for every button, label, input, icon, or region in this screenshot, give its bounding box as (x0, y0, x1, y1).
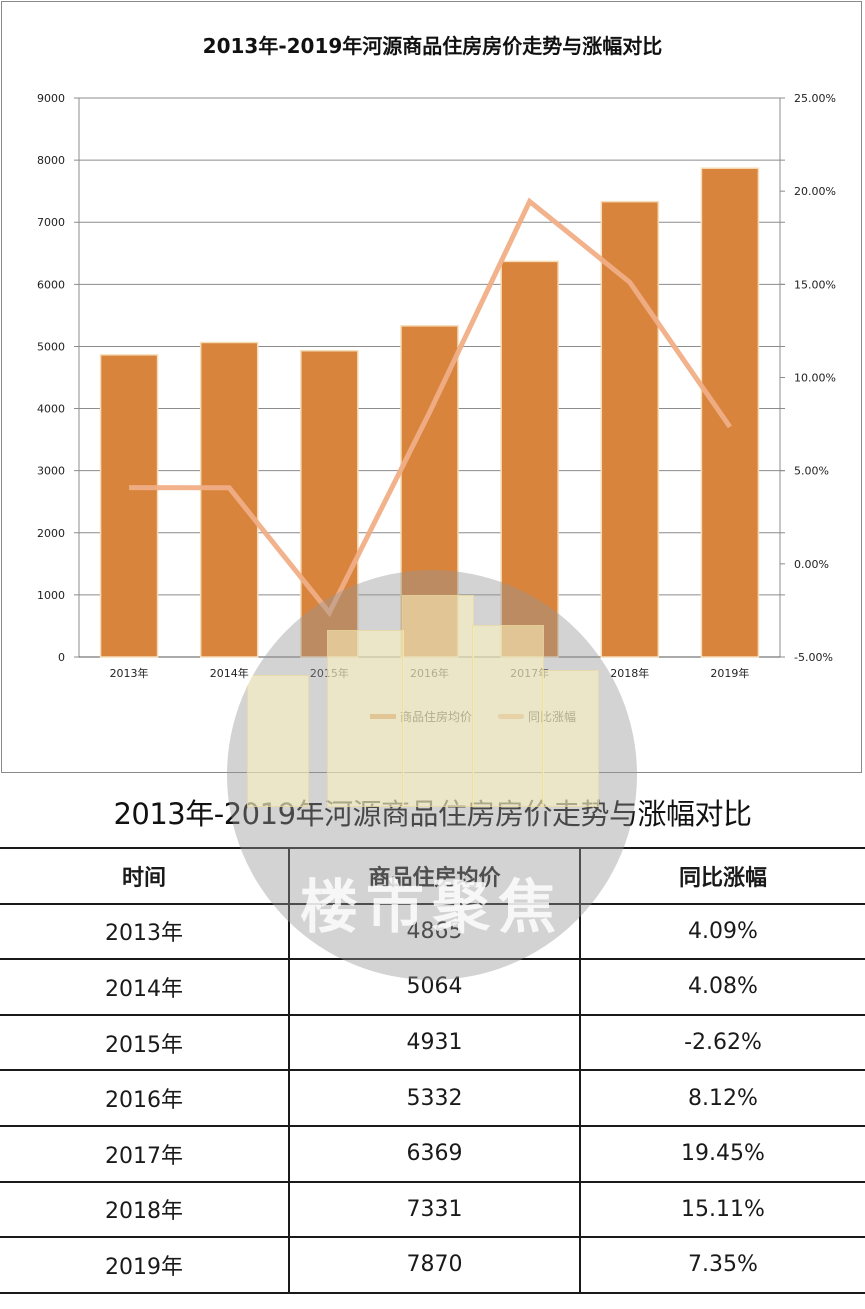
y-right-tick-label: 5.00% (794, 465, 829, 478)
bar (600, 200, 660, 658)
table-row: 2019年 7870 7.35% (0, 1236, 865, 1294)
cell-price: 4865 (288, 902, 581, 961)
chart-legend: 商品住房均价 同比涨幅 (370, 708, 576, 725)
x-tick-label: 2019年 (710, 666, 749, 680)
y-left-tick-label: 4000 (37, 403, 65, 416)
cell-price: 5064 (288, 958, 581, 1016)
x-tick-label: 2015年 (310, 666, 349, 680)
combo-chart: 0 1000 2000 3000 4000 5000 6000 7000 8000 9000 -5.… (37, 92, 836, 680)
table-row: 2016年 5332 8.12% (0, 1069, 865, 1127)
table-header-row: 时间 商品住房均价 同比涨幅 (0, 847, 865, 905)
header-growth: 同比涨幅 (579, 847, 865, 905)
y-left-tick-label: 8000 (37, 154, 65, 167)
y-right-tick-label: 0.00% (794, 558, 829, 571)
table-row: 2014年 5064 4.08% (0, 958, 865, 1016)
header-year: 时间 (0, 847, 290, 905)
line-swatch-icon (498, 714, 525, 719)
y-right-tick-label: 20.00% (794, 185, 836, 198)
cell-growth: 7.35% (579, 1236, 865, 1294)
y-right-tick-label: 25.00% (794, 92, 836, 105)
cell-price: 5332 (288, 1069, 581, 1127)
cell-year: 2016年 (0, 1069, 290, 1127)
x-tick-label: 2014年 (210, 666, 249, 680)
cell-growth: 4.08% (579, 958, 865, 1016)
cell-year: 2014年 (0, 958, 290, 1016)
cell-price: 4931 (288, 1013, 581, 1072)
cell-year: 2018年 (0, 1180, 290, 1239)
x-tick-label: 2018年 (610, 666, 649, 680)
x-tick-label: 2016年 (410, 666, 449, 680)
bar (700, 167, 760, 658)
cell-price: 6369 (288, 1124, 581, 1183)
cell-year: 2017年 (0, 1124, 290, 1183)
legend-label-growth: 同比涨幅 (528, 710, 577, 724)
x-tick-label: 2013年 (110, 666, 149, 680)
legend-item-price: 商品住房均价 (370, 708, 472, 725)
table-row: 2017年 6369 19.45% (0, 1124, 865, 1183)
y-left-tick-label: 1000 (37, 589, 65, 602)
cell-growth: 15.11% (579, 1180, 865, 1239)
bar-swatch-icon (370, 714, 396, 719)
cell-year: 2015年 (0, 1013, 290, 1072)
bar (99, 354, 159, 658)
y-left-tick-label: 2000 (37, 527, 65, 540)
table-row: 2013年 4865 4.09% (0, 902, 865, 961)
legend-label-price: 商品住房均价 (400, 710, 473, 724)
cell-price: 7331 (288, 1180, 581, 1239)
cell-year: 2013年 (0, 902, 290, 961)
data-table-section: 2013年-2019年河源商品住房房价走势与涨幅对比 时间 商品住房均价 同比涨… (0, 775, 865, 1294)
chart-title: 2013年-2019年河源商品住房房价走势与涨幅对比 (202, 34, 663, 58)
legend-item-growth: 同比涨幅 (498, 708, 576, 725)
cell-growth: 19.45% (579, 1124, 865, 1183)
header-price: 商品住房均价 (288, 847, 581, 905)
y-left-tick-label: 3000 (37, 465, 65, 478)
cell-year: 2019年 (0, 1236, 290, 1294)
y-left-tick-label: 5000 (37, 340, 65, 353)
data-table: 时间 商品住房均价 同比涨幅 2013年 4865 4.09% 2014年 50… (0, 847, 865, 1294)
cell-price: 7870 (288, 1236, 581, 1294)
y-left-tick-label: 9000 (37, 92, 65, 105)
y-left-tick-label: 7000 (37, 216, 65, 229)
cell-growth: -2.62% (579, 1013, 865, 1072)
bar (300, 349, 359, 658)
bar (199, 341, 259, 658)
cell-growth: 8.12% (579, 1069, 865, 1127)
y-right-tick-label: 15.00% (794, 278, 836, 291)
table-row: 2015年 4931 -2.62% (0, 1013, 865, 1072)
y-right-tick-label: 10.00% (794, 372, 836, 385)
growth-line (129, 197, 732, 618)
x-tick-label: 2017年 (510, 666, 549, 680)
cell-growth: 4.09% (579, 902, 865, 961)
table-row: 2018年 7331 15.11% (0, 1180, 865, 1239)
table-title: 2013年-2019年河源商品住房房价走势与涨幅对比 (113, 797, 752, 831)
y-left-tick-label: 6000 (37, 278, 65, 291)
y-left-tick-label: 0 (58, 651, 65, 664)
bar (500, 260, 559, 658)
y-right-tick-label: -5.00% (794, 651, 833, 664)
